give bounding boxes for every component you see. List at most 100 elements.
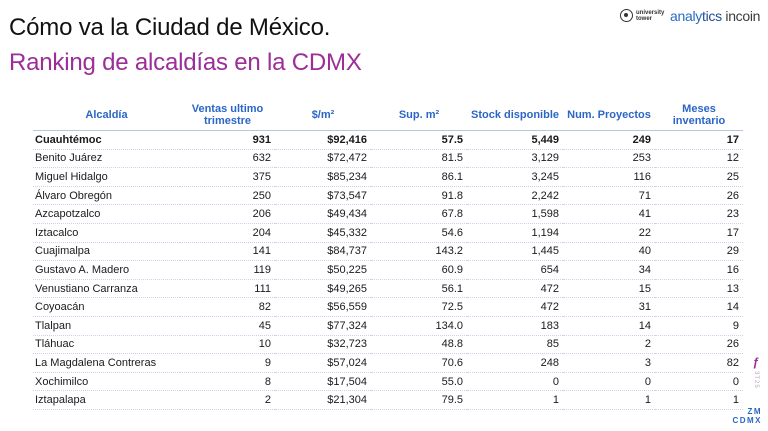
table-cell: 5,449	[467, 130, 563, 150]
period-badge: ƒ 3T25	[748, 356, 764, 389]
table-row: Iztacalco 204 $45,332 54.6 1,194 22 17	[33, 223, 743, 243]
table-cell: 16	[655, 260, 743, 280]
table-cell: 23	[655, 204, 743, 224]
table-cell: 10	[180, 335, 275, 355]
table-cell: 472	[467, 297, 563, 317]
incoin-logo-part: incoin	[725, 8, 761, 24]
alcaldia-name-cell: Tlalpan	[33, 316, 180, 336]
table-cell: 931	[180, 130, 275, 150]
alcaldia-name-cell: Cuajimalpa	[33, 242, 180, 262]
period-label: 3T25	[753, 371, 759, 389]
table-cell: 14	[563, 316, 655, 336]
table-cell: 472	[467, 279, 563, 299]
table-cell: 8	[180, 372, 275, 392]
table-cell: 0	[563, 372, 655, 392]
table-cell: $21,304	[275, 390, 371, 410]
column-header: Meses inventario	[655, 100, 743, 131]
table-cell: 0	[655, 372, 743, 392]
university-tower-logo-icon	[620, 9, 633, 22]
table-cell: 17	[655, 130, 743, 150]
alcaldia-name-cell: Tláhuac	[33, 335, 180, 355]
alcaldia-name-cell: Venustiano Carranza	[33, 279, 180, 299]
table-cell: 25	[655, 167, 743, 187]
table-cell: $77,324	[275, 316, 371, 336]
table-cell: 250	[180, 186, 275, 206]
alcaldia-name-cell: Iztacalco	[33, 223, 180, 243]
region-label-line: ZM	[747, 407, 762, 416]
table-cell: $92,416	[275, 130, 371, 150]
alcaldia-name-cell: La Magdalena Contreras	[33, 353, 180, 373]
table-row: Cuauhtémoc 931 $92,416 57.5 5,449 249 17	[33, 130, 743, 150]
page-title: Cómo va la Ciudad de México.	[9, 14, 331, 41]
alcaldia-name-cell: Iztapalapa	[33, 390, 180, 410]
column-header: Stock disponible	[467, 100, 563, 131]
table-cell: 91.8	[371, 186, 467, 206]
table-cell: 183	[467, 316, 563, 336]
alcaldias-ranking-table: Alcaldía Ventas ultimo trimestre $/m² Su…	[33, 100, 743, 410]
column-header: Num. Proyectos	[563, 100, 655, 131]
table-cell: 253	[563, 149, 655, 169]
table-cell: 654	[467, 260, 563, 280]
alcaldia-name-cell: Benito Juárez	[33, 149, 180, 169]
table-cell: 9	[655, 316, 743, 336]
table-cell: $57,024	[275, 353, 371, 373]
table-cell: 45	[180, 316, 275, 336]
table-row: Coyoacán 82 $56,559 72.5 472 31 14	[33, 297, 743, 317]
table-cell: 249	[563, 130, 655, 150]
table-cell: 2,242	[467, 186, 563, 206]
table-row: Tláhuac 10 $32,723 48.8 85 2 26	[33, 335, 743, 355]
table-row: Iztapalapa 2 $21,304 79.5 1 1 1	[33, 390, 743, 410]
table-cell: 1,445	[467, 242, 563, 262]
table-cell: 79.5	[371, 390, 467, 410]
table-cell: $49,265	[275, 279, 371, 299]
table-cell: 26	[655, 186, 743, 206]
table-cell: 56.1	[371, 279, 467, 299]
table-row: Xochimilco 8 $17,504 55.0 0 0 0	[33, 372, 743, 392]
table-cell: 2	[180, 390, 275, 410]
alcaldia-name-cell: Gustavo A. Madero	[33, 260, 180, 280]
table-cell: 72.5	[371, 297, 467, 317]
table-cell: 1	[467, 390, 563, 410]
table-cell: 119	[180, 260, 275, 280]
table-cell: 134.0	[371, 316, 467, 336]
table-row: Miguel Hidalgo 375 $85,234 86.1 3,245 116 25	[33, 167, 743, 187]
table-row: Gustavo A. Madero 119 $50,225 60.9 654 34 16	[33, 260, 743, 280]
table-cell: 55.0	[371, 372, 467, 392]
table-cell: 9	[180, 353, 275, 373]
table-cell: 70.6	[371, 353, 467, 373]
alcaldia-name-cell: Cuauhtémoc	[33, 130, 180, 150]
table-header-row: Alcaldía Ventas ultimo trimestre $/m² Su…	[33, 100, 743, 131]
table-cell: 41	[563, 204, 655, 224]
table-cell: 29	[655, 242, 743, 262]
table-cell: 15	[563, 279, 655, 299]
table-cell: $32,723	[275, 335, 371, 355]
table-cell: 34	[563, 260, 655, 280]
university-tower-logo-text: university tower	[636, 9, 665, 22]
column-header: $/m²	[275, 100, 371, 131]
table-cell: $45,332	[275, 223, 371, 243]
region-label-line: CDMX	[732, 416, 762, 425]
table-cell: 111	[180, 279, 275, 299]
table-cell: 82	[655, 353, 743, 373]
brand-mark-icon: ƒ	[752, 355, 760, 369]
table-cell: $85,234	[275, 167, 371, 187]
table-cell: $49,434	[275, 204, 371, 224]
table-cell: 13	[655, 279, 743, 299]
table-cell: 40	[563, 242, 655, 262]
table-row: Cuajimalpa 141 $84,737 143.2 1,445 40 29	[33, 242, 743, 262]
table-cell: 141	[180, 242, 275, 262]
table-cell: 22	[563, 223, 655, 243]
table-cell: 31	[563, 297, 655, 317]
table-cell: 116	[563, 167, 655, 187]
table-cell: $73,547	[275, 186, 371, 206]
table-cell: $72,472	[275, 149, 371, 169]
table-cell: 67.8	[371, 204, 467, 224]
table-cell: 1,194	[467, 223, 563, 243]
table-cell: 54.6	[371, 223, 467, 243]
table-cell: 3,245	[467, 167, 563, 187]
university-tower-logo: university tower	[620, 9, 674, 22]
table-row: Venustiano Carranza 111 $49,265 56.1 472 15 13	[33, 279, 743, 299]
column-header: Ventas ultimo trimestre	[180, 100, 275, 131]
table-cell: 632	[180, 149, 275, 169]
table-cell: 3	[563, 353, 655, 373]
